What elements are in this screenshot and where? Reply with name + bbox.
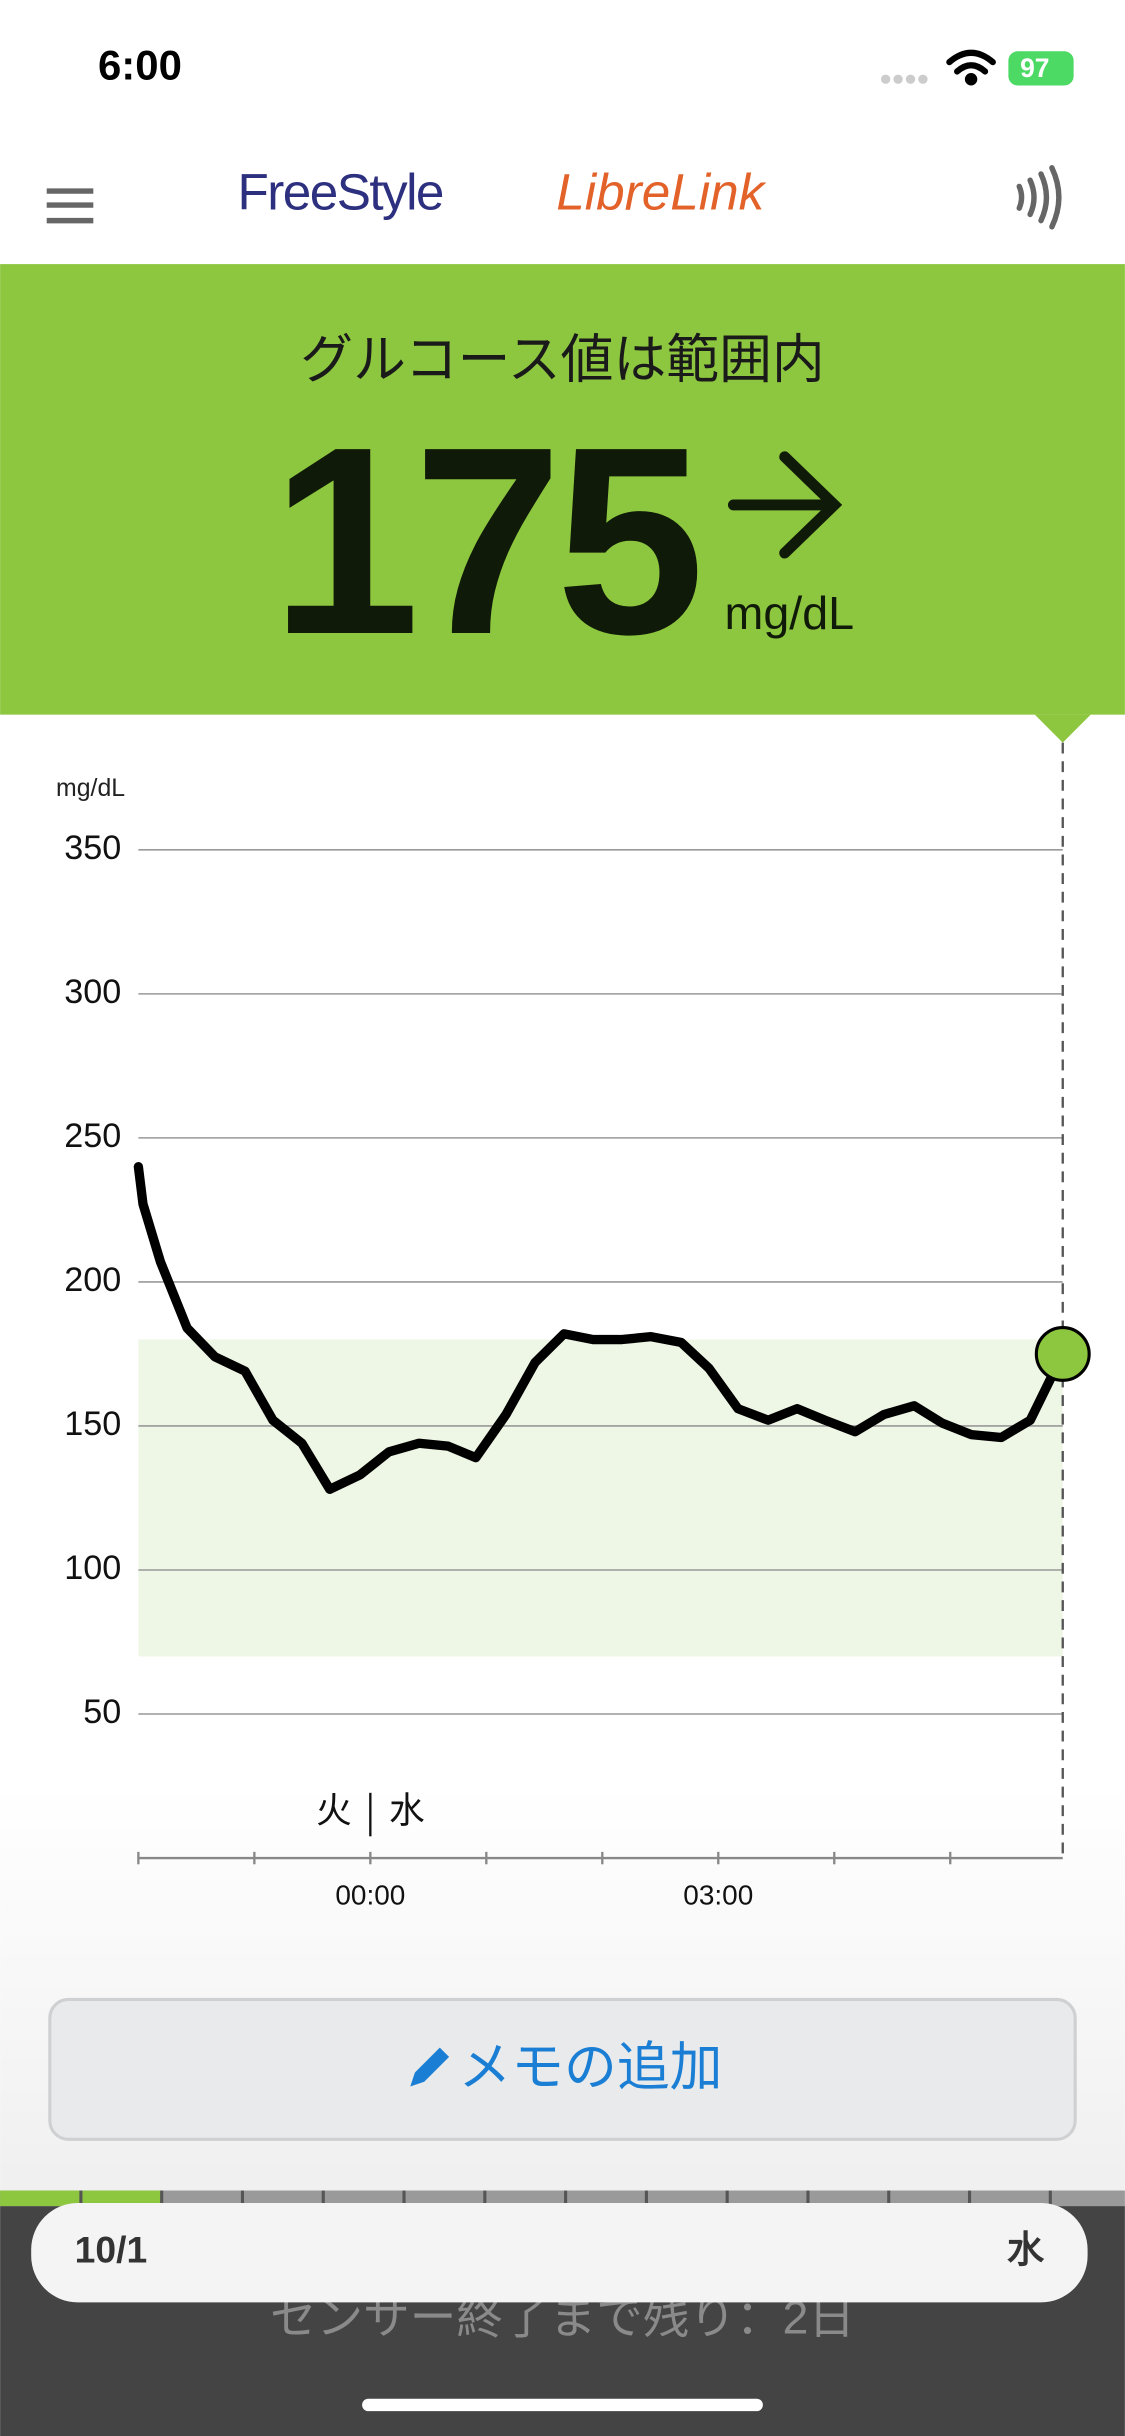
trend-arrow [727,451,843,559]
weekday: 水 [1007,2229,1045,2271]
y-unit-label: mg/dL [56,775,125,802]
day-strip [0,2190,1125,2207]
x-tick-label: 03:00 [683,1879,753,1910]
y-tick-label: 150 [64,1405,121,1443]
glucose-value: 175 [271,391,698,690]
logo-librelink: LibreLink [556,163,766,220]
y-tick-label: 350 [64,829,121,867]
status-time: 6:00 [98,41,182,88]
memo-button-label[interactable]: メモの追加 [458,2038,722,2097]
day-label: 火 [316,1790,352,1830]
wifi [946,49,996,86]
home-indicator [362,2398,763,2412]
scan-icon[interactable] [1016,165,1062,230]
menu-icon[interactable] [46,188,94,224]
y-tick-label: 200 [64,1261,121,1299]
banner [0,264,1125,715]
y-tick-label: 50 [83,1693,121,1731]
target-range [138,1339,1063,1657]
glucose-chart: mg/dL 50 100 150 200 250 300 350 00:00 03:00 火水 [56,742,1091,1910]
y-tick-label: 300 [64,973,121,1011]
glucose-line [133,1162,1068,1494]
x-tick-label: 00:00 [335,1879,405,1910]
bottom-fade [0,1786,1125,2207]
signal [880,74,928,84]
y-tick-label: 250 [64,1117,121,1155]
date-pill[interactable] [31,2202,1088,2303]
banner-status: グルコース値は範囲内 [300,330,824,389]
day-label: 水 [389,1790,425,1830]
date: 10/1 [75,2229,148,2271]
pencil-icon [410,2047,450,2087]
glucose-unit: mg/dL [725,587,855,639]
memo-button[interactable] [48,1997,1077,2141]
y-tick-label: 100 [64,1549,121,1587]
current-reading-dot [1034,1325,1091,1382]
logo-freestyle: FreeStyle [238,163,443,220]
battery [1008,51,1074,86]
battery-level: 97 [1020,53,1049,83]
banner-pointer [1034,714,1091,743]
